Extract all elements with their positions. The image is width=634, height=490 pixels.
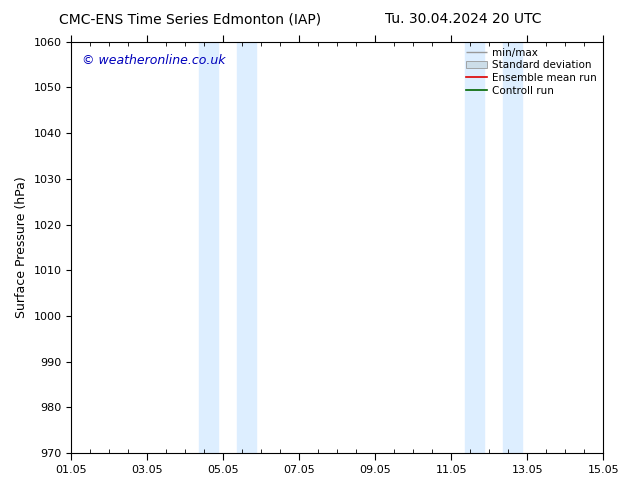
Legend: min/max, Standard deviation, Ensemble mean run, Controll run: min/max, Standard deviation, Ensemble me… <box>462 44 601 100</box>
Text: © weatheronline.co.uk: © weatheronline.co.uk <box>82 54 226 67</box>
Bar <box>236 42 256 453</box>
Bar <box>198 42 217 453</box>
Y-axis label: Surface Pressure (hPa): Surface Pressure (hPa) <box>15 176 28 318</box>
Text: Tu. 30.04.2024 20 UTC: Tu. 30.04.2024 20 UTC <box>385 12 541 26</box>
Text: CMC-ENS Time Series Edmonton (IAP): CMC-ENS Time Series Edmonton (IAP) <box>59 12 321 26</box>
Bar <box>503 42 522 453</box>
Bar <box>465 42 484 453</box>
